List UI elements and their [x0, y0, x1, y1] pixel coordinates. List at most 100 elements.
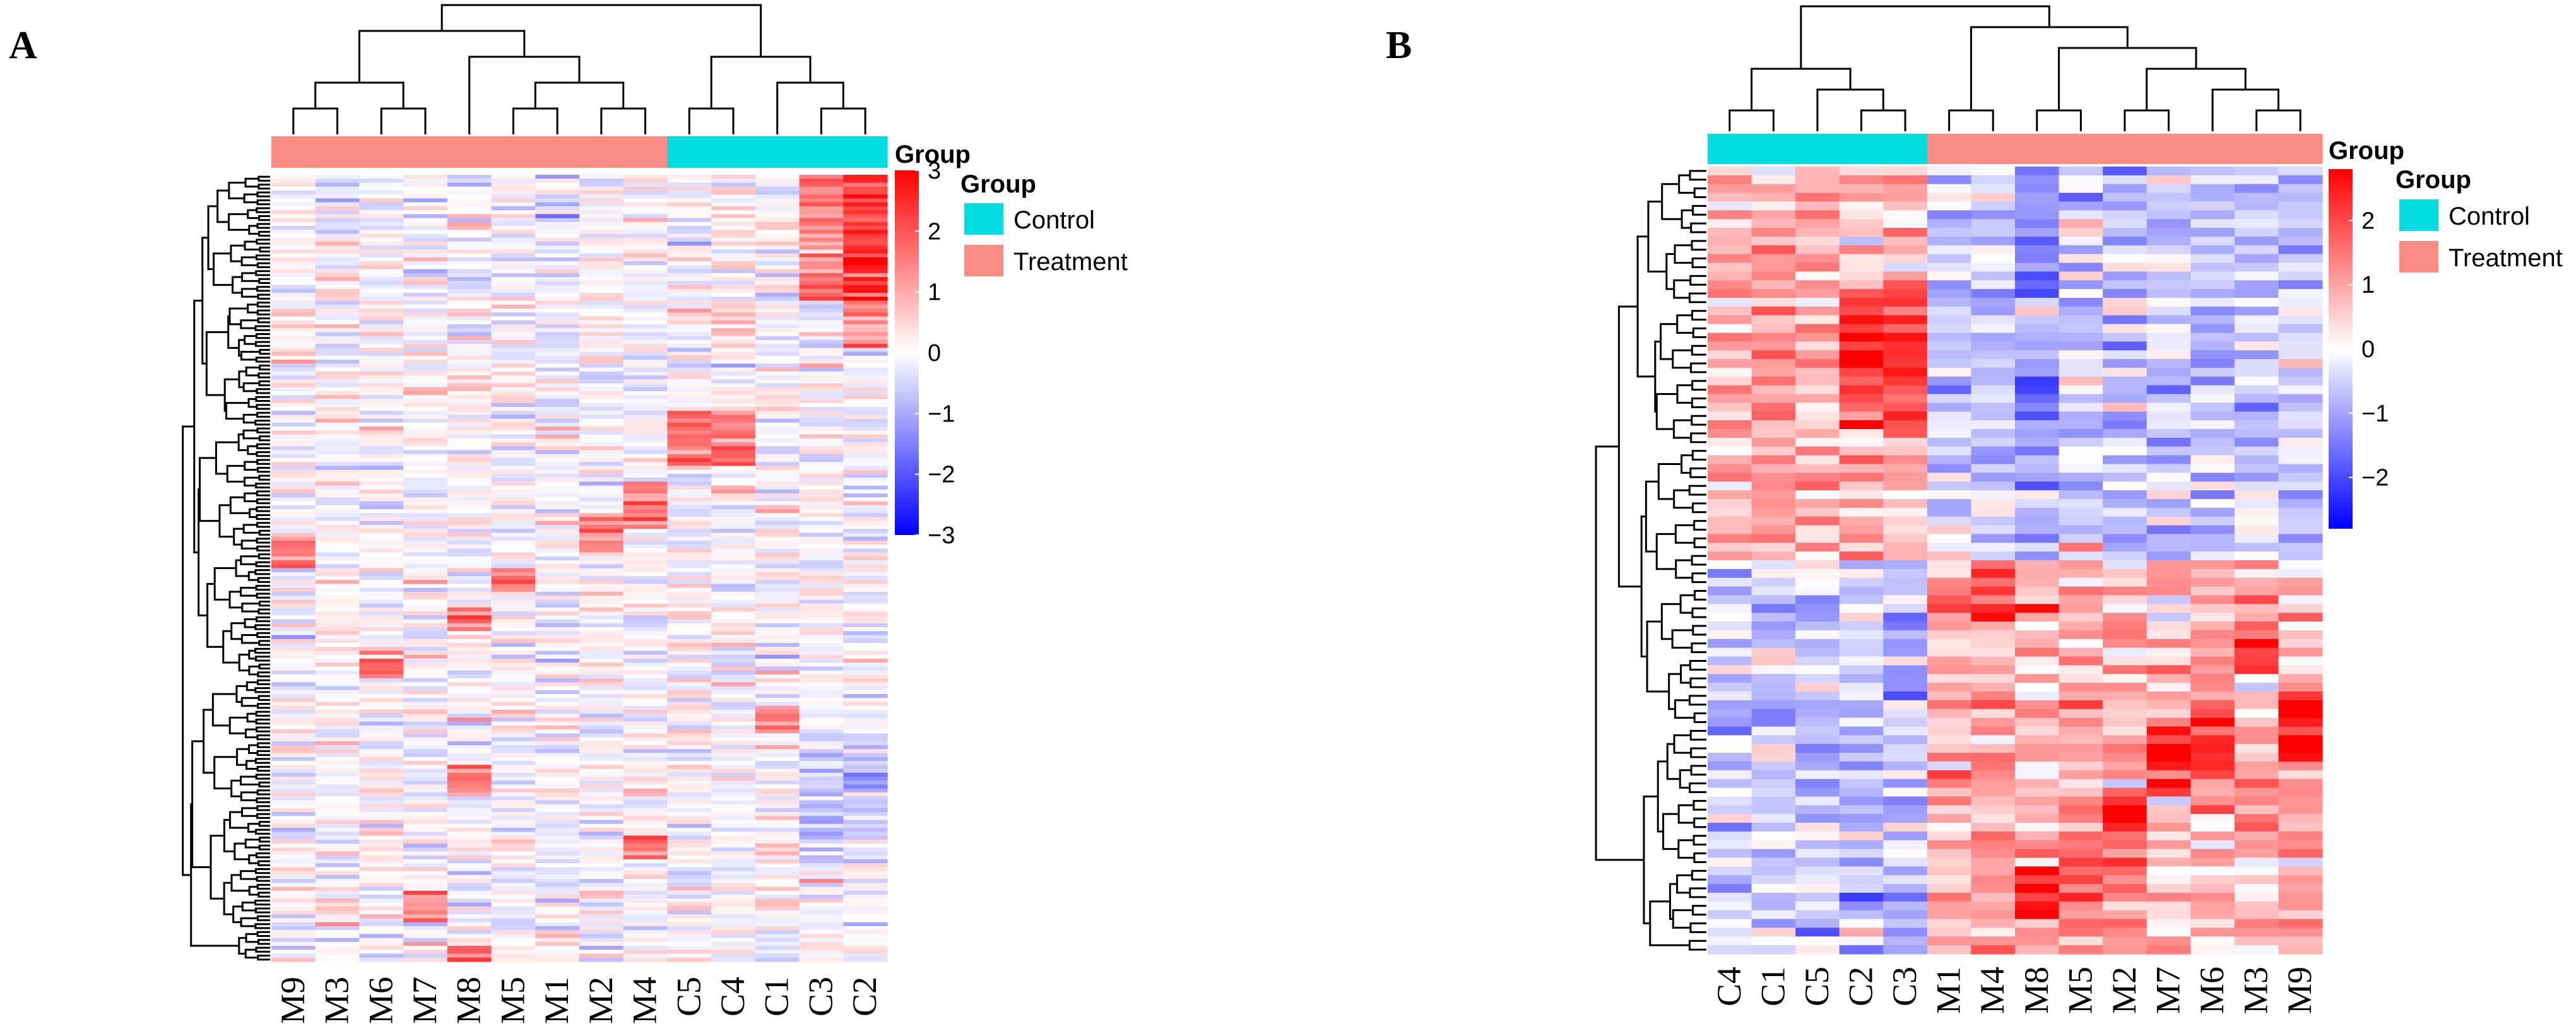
heatmap-cell — [1708, 823, 1752, 832]
heatmap-cell — [2103, 901, 2148, 911]
heatmap-cell — [1883, 621, 1928, 631]
heatmap-cell — [2015, 490, 2060, 500]
heatmap-cell — [491, 411, 536, 415]
heatmap-cell — [2190, 823, 2235, 832]
heatmap-cell — [1927, 359, 1972, 368]
heatmap-cell — [579, 898, 624, 904]
heatmap-cell — [2190, 892, 2235, 902]
heatmap-cell — [1708, 945, 1752, 955]
heatmap-cell — [1795, 604, 1840, 613]
heatmap-cell — [667, 198, 712, 203]
row-dendro-link-a-150 — [228, 181, 246, 199]
heatmap-cell — [403, 253, 448, 258]
row-dendro-link-b-33 — [1690, 747, 1706, 758]
heatmap-cell — [579, 328, 624, 333]
heatmap-cell — [2190, 674, 2235, 683]
heatmap-cell — [2103, 831, 2148, 841]
heatmap-cell — [447, 363, 492, 368]
heatmap-cell — [491, 430, 536, 435]
heatmap-cell — [491, 245, 536, 250]
heatmap-cell — [403, 406, 448, 411]
row-dendro-link-a-53 — [256, 592, 270, 599]
heatmap-cell — [359, 587, 404, 592]
heatmap-cell — [1927, 753, 1972, 762]
heatmap-cell — [491, 584, 536, 589]
heatmap-cell — [1883, 595, 1928, 604]
heatmap-cell — [667, 536, 712, 541]
heatmap-cell — [1971, 613, 2016, 622]
heatmap-cell — [535, 698, 580, 703]
heatmap-cell — [843, 332, 888, 337]
heatmap-cell — [2103, 324, 2148, 334]
heatmap-cell — [667, 556, 712, 561]
heatmap-cell — [315, 568, 360, 573]
heatmap-cell — [2103, 770, 2148, 780]
heatmap-cell — [2059, 796, 2103, 806]
heatmap-cell — [711, 906, 756, 911]
heatmap-cell — [1751, 814, 1796, 823]
heatmap-cell — [535, 387, 580, 392]
heatmap-cell — [1971, 936, 2016, 946]
heatmap-cell — [1971, 805, 2016, 815]
heatmap-cell — [755, 666, 800, 671]
heatmap-cell — [755, 505, 800, 510]
heatmap-cell — [2234, 481, 2279, 491]
heatmap-cell — [315, 442, 360, 447]
heatmap-cell — [711, 360, 756, 364]
heatmap-cell — [1971, 927, 2016, 937]
heatmap-cell — [1708, 857, 1752, 867]
heatmap-cell — [755, 839, 800, 844]
heatmap-cell — [799, 509, 844, 514]
heatmap-cell — [491, 363, 536, 368]
legend-entry-treatment-b: Treatment — [2449, 244, 2563, 272]
heatmap-cell — [1708, 779, 1752, 789]
heatmap-cell — [623, 816, 668, 821]
heatmap-cell — [1751, 892, 1796, 902]
heatmap-cell — [579, 371, 624, 376]
row-dendro-link-a-79 — [256, 797, 270, 803]
heatmap-cell — [799, 627, 844, 632]
heatmap-cell — [2234, 577, 2279, 587]
heatmap-cell — [2234, 507, 2279, 517]
heatmap-cell — [711, 874, 756, 880]
heatmap-cell — [271, 930, 316, 934]
heatmap-cell — [403, 611, 448, 616]
heatmap-cell — [271, 902, 316, 907]
heatmap-cell — [491, 348, 536, 353]
heatmap-cell — [711, 481, 756, 486]
heatmap-cell — [535, 446, 580, 451]
heatmap-cell — [1795, 840, 1840, 850]
heatmap-cell — [315, 202, 360, 207]
heatmap-cell — [447, 233, 492, 238]
heatmap-cell — [315, 336, 360, 341]
heatmap-cell — [799, 871, 844, 876]
heatmap-cell — [711, 753, 756, 758]
heatmap-cell — [359, 765, 404, 770]
heatmap-cell — [403, 898, 448, 904]
heatmap-cell — [271, 843, 316, 848]
heatmap-cell — [667, 387, 712, 392]
heatmap-cell — [711, 642, 756, 647]
heatmap-cell — [447, 285, 492, 290]
heatmap-cell — [271, 607, 316, 612]
heatmap-cell — [271, 481, 316, 486]
heatmap-cell — [711, 611, 756, 616]
heatmap-cell — [623, 509, 668, 514]
heatmap-cell — [315, 871, 360, 876]
heatmap-cell — [2103, 551, 2148, 561]
heatmap-cell — [315, 702, 360, 707]
heatmap-cell — [447, 261, 492, 266]
heatmap-cell — [491, 285, 536, 290]
row-dendro-link-a-112 — [245, 367, 260, 377]
heatmap-cell — [711, 886, 756, 892]
heatmap-cell — [1839, 455, 1884, 465]
heatmap-cell — [2278, 936, 2323, 946]
heatmap-cell — [711, 765, 756, 770]
heatmap-cell — [2190, 779, 2235, 789]
heatmap-cell — [271, 179, 316, 184]
heatmap-cell — [2103, 464, 2148, 473]
heatmap-cell — [2059, 857, 2103, 867]
heatmap-cell — [491, 336, 536, 341]
heatmap-cell — [1883, 577, 1928, 587]
heatmap-cell — [799, 210, 844, 215]
